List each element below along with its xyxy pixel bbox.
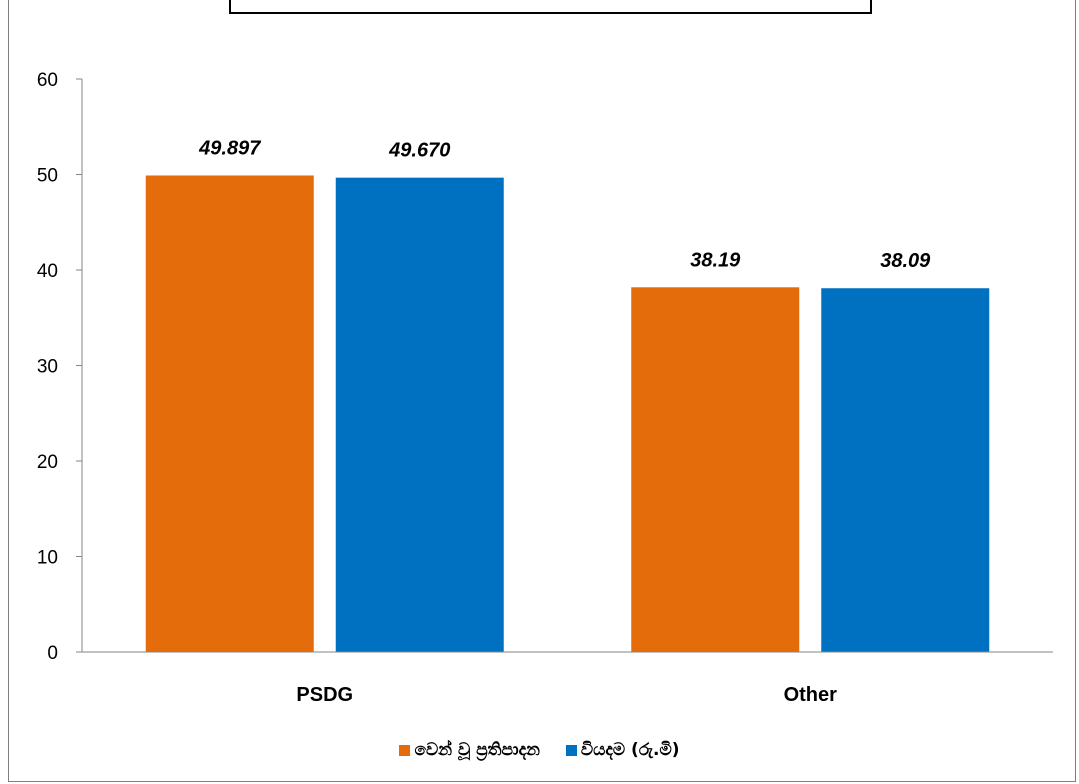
data-label: 49.897: [198, 137, 261, 159]
y-tick-label: 40: [37, 261, 58, 282]
y-tick-label: 20: [37, 452, 58, 473]
data-label: 38.09: [880, 250, 931, 272]
y-tick-label: 30: [37, 357, 58, 378]
x-axis-categories: PSDG Other: [296, 684, 837, 706]
data-label: 49.670: [388, 140, 450, 162]
y-tick-label: 0: [47, 643, 58, 664]
y-tick-label: 60: [37, 70, 58, 91]
bar: [821, 288, 990, 652]
legend-swatch: [565, 744, 577, 756]
axes: [76, 79, 1053, 653]
legend-item: වෙන් වූ ප්‍රතිපාදන: [399, 740, 540, 760]
y-tick-label: 50: [37, 166, 58, 187]
bar-series: [145, 175, 990, 653]
bar: [145, 175, 314, 652]
bar: [631, 287, 800, 652]
legend: වෙන් වූ ප්‍රතිපාදන වියදම (රු.මි): [0, 738, 1079, 762]
y-tick-label: 10: [37, 548, 58, 569]
x-category-label: PSDG: [296, 684, 353, 706]
legend-label: වෙන් වූ ප්‍රතිපාදන: [414, 740, 540, 760]
chart-title-box: [229, 0, 872, 14]
legend-swatch: [399, 744, 411, 756]
data-labels: 49.897 49.670 38.19 38.09: [198, 137, 931, 272]
x-category-label: Other: [784, 684, 838, 706]
legend-item: වියදම (රු.මි): [565, 740, 680, 760]
y-axis-ticks: 0 10 20 30 40 50 60: [37, 70, 82, 664]
data-label: 38.19: [690, 249, 741, 271]
legend-label: වියදම (රු.මි): [580, 740, 680, 760]
chart-frame: [8, 0, 1076, 782]
bar: [335, 177, 504, 653]
